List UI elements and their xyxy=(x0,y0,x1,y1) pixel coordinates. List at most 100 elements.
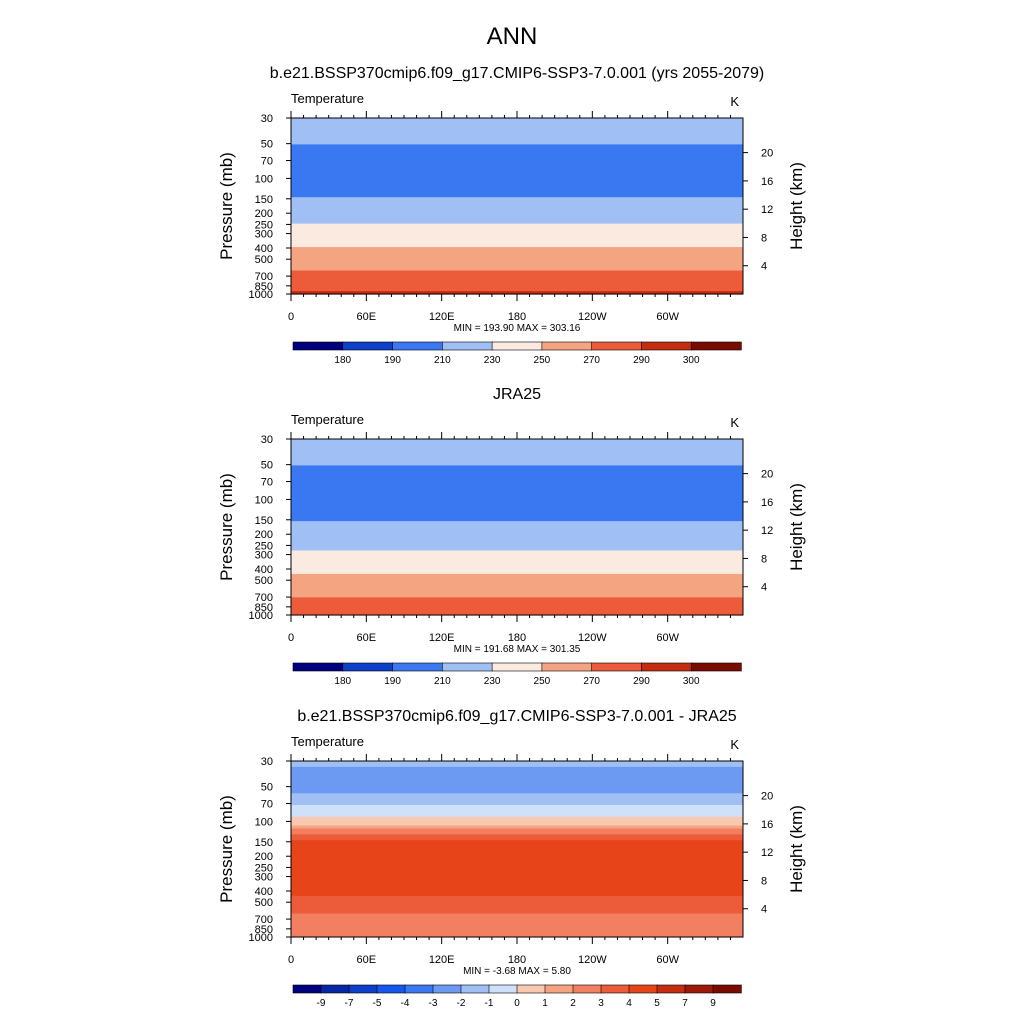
contour-band xyxy=(291,141,743,145)
contour-band xyxy=(291,913,743,918)
contour-band xyxy=(291,869,743,874)
x-tick-label: 120E xyxy=(429,311,455,323)
contour-band xyxy=(291,480,743,484)
x-tick-label: 120W xyxy=(578,632,607,644)
contour-band xyxy=(291,837,743,841)
contour-band xyxy=(291,238,743,242)
contour-band xyxy=(291,547,743,552)
contour-band xyxy=(291,258,743,263)
y-tick-label: 250 xyxy=(255,540,273,552)
contour-band xyxy=(291,444,743,449)
y2-tick-label: 4 xyxy=(761,582,767,594)
x-tick-label: 180 xyxy=(508,311,526,323)
y-tick-label: 200 xyxy=(255,529,273,541)
colorbar-box xyxy=(442,341,493,351)
colorbar-label: 230 xyxy=(484,355,501,366)
y2-axis-title: Height (km) xyxy=(787,483,806,571)
x-tick-label: 120W xyxy=(578,954,607,966)
contour-band xyxy=(291,270,743,275)
colorbar-box xyxy=(656,984,686,994)
colorbar-label: 4 xyxy=(626,998,632,1009)
contour-band xyxy=(291,483,743,487)
y-tick-label: 70 xyxy=(261,156,273,168)
contour-band xyxy=(291,456,743,461)
contour-band xyxy=(291,500,743,505)
contour-band xyxy=(291,781,743,786)
y-axis-title: Pressure (mb) xyxy=(217,795,236,903)
contour-band xyxy=(291,778,743,783)
y-tick-label: 50 xyxy=(261,139,273,151)
contour-band xyxy=(291,255,743,260)
contour-band xyxy=(291,203,743,207)
y2-axis-title: Height (km) xyxy=(787,805,806,893)
contour-band xyxy=(291,922,743,926)
colorbar-box xyxy=(460,984,490,994)
y2-tick-label: 4 xyxy=(761,904,767,916)
units-label: K xyxy=(730,94,739,109)
contour-band xyxy=(291,597,743,601)
y-tick-label: 200 xyxy=(255,208,273,220)
x-tick-label: 180 xyxy=(508,954,526,966)
units-label: K xyxy=(730,737,739,752)
min-max-label: MIN = -3.68 MAX = 5.80 xyxy=(463,966,571,977)
contour-band xyxy=(291,769,743,774)
y2-tick-label: 8 xyxy=(761,553,767,565)
colorbar-label: -3 xyxy=(429,998,438,1009)
contour-band xyxy=(291,509,743,513)
contour-band xyxy=(291,191,743,195)
colorbar-box xyxy=(712,984,742,994)
contour-band xyxy=(291,857,743,862)
colorbar-box xyxy=(404,984,434,994)
colorbar-box xyxy=(541,341,593,351)
contour-band xyxy=(291,288,743,292)
y-tick-label: 100 xyxy=(255,816,273,828)
contour-band xyxy=(291,126,743,131)
contour-band xyxy=(291,503,743,508)
colorbar-box xyxy=(628,984,658,994)
field-label: Temperature xyxy=(291,412,364,427)
colorbar-box xyxy=(320,984,350,994)
contour-band xyxy=(291,162,743,166)
colorbar-label: 0 xyxy=(514,998,520,1009)
contour-band xyxy=(291,518,743,522)
y-tick-label: 250 xyxy=(255,219,273,231)
colorbar-box xyxy=(376,984,406,994)
contour-band xyxy=(291,793,743,797)
contour-band xyxy=(291,600,743,604)
contour-band xyxy=(291,763,743,768)
contour-band xyxy=(291,159,743,163)
y-tick-label: 500 xyxy=(255,575,273,587)
contour-band xyxy=(291,188,743,192)
y2-axis-title: Height (km) xyxy=(787,162,806,250)
contour-band xyxy=(291,241,743,245)
x-tick-label: 60W xyxy=(656,632,679,644)
colorbar-label: -4 xyxy=(401,998,410,1009)
y-tick-label: 700 xyxy=(255,592,273,604)
contour-band xyxy=(291,138,743,143)
contour-band xyxy=(291,872,743,876)
y-tick-label: 70 xyxy=(261,799,273,811)
contour-band xyxy=(291,544,743,549)
contour-band xyxy=(291,182,743,187)
contour-band xyxy=(291,468,743,472)
contour-band xyxy=(291,132,743,137)
colorbar-label: 230 xyxy=(484,676,501,687)
colorbar-label: 7 xyxy=(682,998,688,1009)
contour-band xyxy=(291,535,743,540)
y-tick-label: 850 xyxy=(255,602,273,614)
y-tick-label: 300 xyxy=(255,550,273,562)
colorbar-box xyxy=(432,984,462,994)
contour-band xyxy=(291,261,743,266)
contour-band xyxy=(291,901,743,906)
colorbar-box xyxy=(292,662,344,672)
contour-band xyxy=(291,573,743,578)
y-tick-label: 500 xyxy=(255,897,273,909)
colorbar-label: -7 xyxy=(345,998,354,1009)
contour-band xyxy=(291,235,743,239)
contour-band xyxy=(291,881,743,885)
contour-band xyxy=(291,459,743,464)
contour-band xyxy=(291,527,743,531)
contour-band xyxy=(291,898,743,903)
contour-band xyxy=(291,934,743,938)
contour-band xyxy=(291,465,743,469)
